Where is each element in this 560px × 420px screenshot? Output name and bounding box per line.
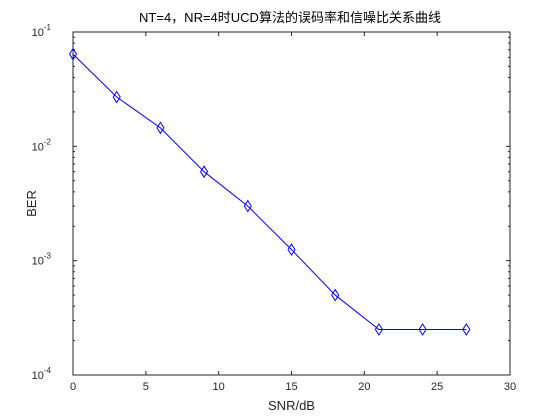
y-tick-base: 10: [32, 27, 44, 39]
data-point-diamond: [418, 323, 427, 336]
x-tick-label: 25: [431, 381, 443, 393]
x-tick-label: 15: [285, 381, 297, 393]
y-tick-base: 10: [32, 370, 44, 382]
series-layer: [68, 47, 471, 336]
chart-title: NT=4，NR=4时UCD算法的误码率和信噪比关系曲线: [139, 10, 441, 25]
x-tick-label: 20: [358, 381, 370, 393]
data-point-diamond: [112, 90, 121, 104]
y-tick-exponent: -2: [44, 137, 52, 146]
data-point-diamond: [287, 243, 296, 257]
series-line: [72, 53, 467, 330]
x-axis-label: SNR/dB: [268, 398, 315, 413]
y-tick-label: 10-1: [32, 23, 52, 39]
y-tick-base: 10: [32, 141, 44, 153]
y-tick-exponent: -1: [44, 23, 52, 32]
x-tick-label: 5: [143, 381, 149, 393]
x-tick-label: 30: [504, 381, 516, 393]
data-point-diamond: [462, 323, 471, 336]
y-tick-label: 10-2: [32, 137, 52, 153]
y-tick-base: 10: [32, 256, 44, 268]
y-tick-exponent: -4: [44, 366, 52, 375]
data-point-diamond: [331, 288, 340, 302]
data-point-diamond: [156, 121, 165, 135]
x-tick-label: 10: [213, 381, 225, 393]
y-axis-label: BER: [24, 190, 39, 217]
data-point-diamond: [243, 199, 252, 213]
y-tick-label: 10-3: [32, 252, 52, 268]
y-tick-label: 10-4: [32, 366, 52, 382]
plot-area: [72, 31, 511, 376]
data-point-diamond: [68, 47, 78, 61]
x-tick-label: 0: [70, 381, 76, 393]
data-point-diamond: [374, 323, 383, 336]
data-point-diamond: [200, 165, 209, 179]
y-tick-exponent: -3: [44, 252, 52, 261]
